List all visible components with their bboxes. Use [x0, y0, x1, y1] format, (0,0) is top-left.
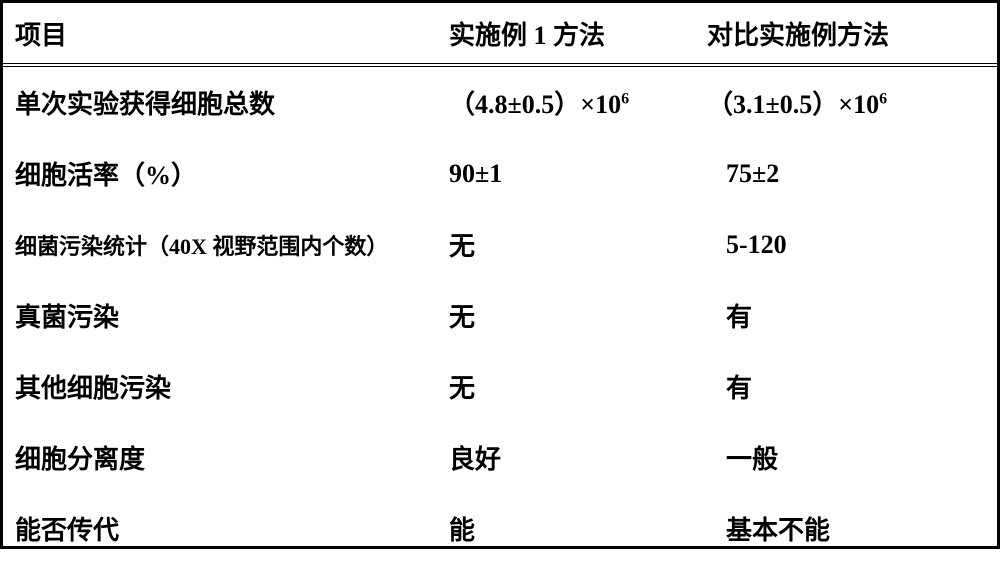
header-method1: 实施例 1 方法 [448, 3, 706, 65]
table-row: 单次实验获得细胞总数（4.8±0.5）×106（3.1±0.5）×106 [3, 65, 1000, 138]
row-label: 细胞分离度 [3, 422, 448, 493]
table-body: 单次实验获得细胞总数（4.8±0.5）×106（3.1±0.5）×106细胞活率… [3, 65, 1000, 564]
comparison-table: 项目 实施例 1 方法 对比实施例方法 单次实验获得细胞总数（4.8±0.5）×… [3, 3, 1000, 564]
row-value-method1: 良好 [448, 422, 706, 493]
row-value-method2: 一般 [706, 422, 1000, 493]
row-value-method1: 无 [448, 351, 706, 422]
row-value-method2: （3.1±0.5）×106 [706, 65, 1000, 138]
table-row: 细胞分离度良好一般 [3, 422, 1000, 493]
row-value-method1: 能 [448, 493, 706, 564]
comparison-table-container: 项目 实施例 1 方法 对比实施例方法 单次实验获得细胞总数（4.8±0.5）×… [0, 0, 1000, 549]
row-value-method1: 无 [448, 209, 706, 280]
row-value-method2: 有 [706, 280, 1000, 351]
row-label: 细菌污染统计（40X 视野范围内个数） [3, 209, 448, 280]
table-row: 真菌污染无有 [3, 280, 1000, 351]
row-label: 真菌污染 [3, 280, 448, 351]
table-row: 其他细胞污染无有 [3, 351, 1000, 422]
header-method2: 对比实施例方法 [706, 3, 1000, 65]
row-label: 单次实验获得细胞总数 [3, 65, 448, 138]
row-label: 细胞活率（%） [3, 138, 448, 209]
table-row: 细菌污染统计（40X 视野范围内个数）无5-120 [3, 209, 1000, 280]
row-value-method1: 90±1 [448, 138, 706, 209]
row-value-method2: 5-120 [706, 209, 1000, 280]
table-row: 能否传代能基本不能 [3, 493, 1000, 564]
row-value-method1: 无 [448, 280, 706, 351]
row-value-method2: 基本不能 [706, 493, 1000, 564]
row-value-method2: 有 [706, 351, 1000, 422]
header-item: 项目 [3, 3, 448, 65]
row-value-method1: （4.8±0.5）×106 [448, 65, 706, 138]
row-value-method2: 75±2 [706, 138, 1000, 209]
row-label: 其他细胞污染 [3, 351, 448, 422]
row-label: 能否传代 [3, 493, 448, 564]
table-header-row: 项目 实施例 1 方法 对比实施例方法 [3, 3, 1000, 65]
table-row: 细胞活率（%）90±175±2 [3, 138, 1000, 209]
